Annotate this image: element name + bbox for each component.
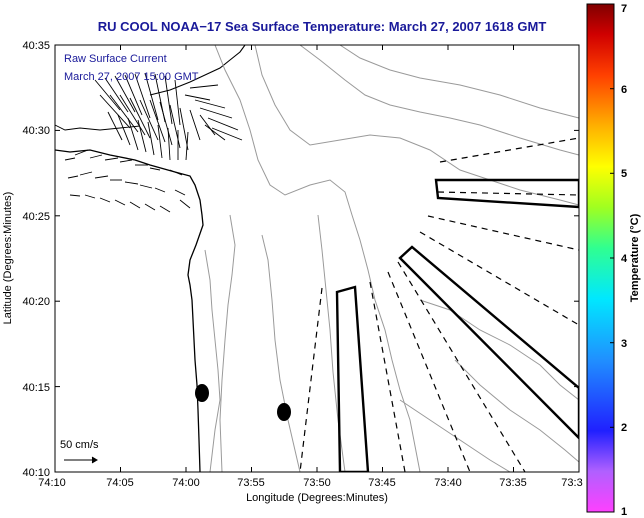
- y-axis-ticks: [55, 44, 579, 473]
- y-tick-5: 40:10: [22, 467, 50, 479]
- x-tick-4: 73:50: [303, 477, 331, 489]
- legend-line-2: March 27, 2007 15:00 GMT: [64, 71, 199, 83]
- colorbar-tick-4: 4: [621, 253, 628, 265]
- x-tick-1: 74:05: [106, 477, 134, 489]
- y-axis-label: Latitude (Degrees:Minutes): [2, 192, 14, 325]
- map-title: RU COOL NOAA−17 Sea Surface Temperature:…: [98, 19, 547, 34]
- colorbar-tick-3: 3: [621, 338, 627, 350]
- y-tick-3: 40:20: [22, 296, 50, 308]
- colorbar-ticks: [610, 88, 614, 428]
- current-vectors: [64, 72, 243, 213]
- x-tick-2: 74:00: [172, 477, 200, 489]
- x-tick-8: 73:3: [561, 477, 582, 489]
- x-tick-3: 73:55: [237, 477, 265, 489]
- x-tick-0: 74:10: [38, 477, 66, 489]
- station-marker-1: [195, 384, 209, 402]
- x-tick-5: 73:45: [368, 477, 396, 489]
- plot-area: [55, 45, 579, 472]
- colorbar-tick-5: 5: [621, 168, 627, 180]
- y-tick-2: 40:25: [22, 211, 50, 223]
- colorbar-tick-7: 7: [621, 3, 627, 15]
- scale-arrow-icon: [64, 456, 98, 464]
- x-axis-ticks: [54, 45, 580, 472]
- survey-polygons: [335, 178, 579, 472]
- colorbar: [586, 3, 615, 513]
- x-axis-label: Longitude (Degrees:Minutes): [246, 492, 388, 504]
- x-tick-6: 73:40: [434, 477, 462, 489]
- scale-label: 50 cm/s: [60, 439, 99, 451]
- coastline-north: [149, 45, 246, 96]
- legend-line-1: Raw Surface Current: [64, 53, 167, 65]
- y-tick-0: 40:35: [22, 40, 50, 52]
- map-content: Raw Surface Current March 27, 2007 15:00…: [55, 45, 579, 472]
- station-marker-2: [277, 403, 291, 421]
- coastline: [55, 149, 204, 472]
- x-tick-7: 73:35: [499, 477, 527, 489]
- y-tick-4: 40:15: [22, 382, 50, 394]
- colorbar-label: Temperature (°C): [629, 213, 641, 302]
- dashed-transects: [299, 137, 579, 472]
- colorbar-tick-6: 6: [621, 84, 627, 96]
- y-tick-1: 40:30: [22, 125, 50, 137]
- colorbar-tick-2: 2: [621, 422, 627, 434]
- colorbar-tick-1: 1: [621, 506, 627, 518]
